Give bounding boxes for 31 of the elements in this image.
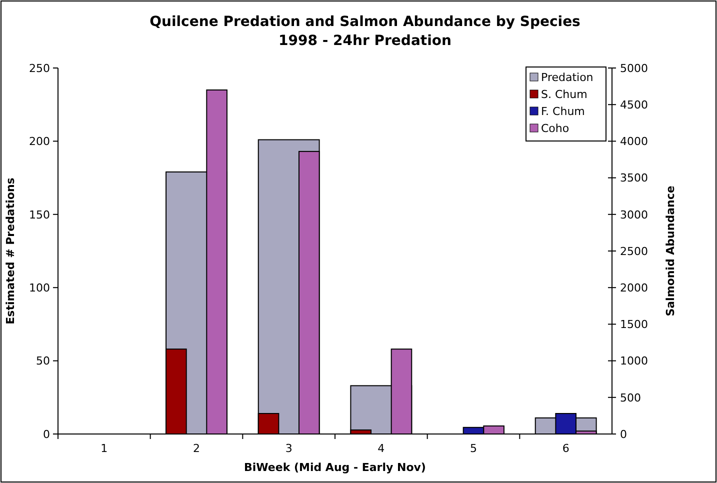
x-tick-label: 4 xyxy=(378,442,385,455)
y-tick-label: 250 xyxy=(29,62,50,75)
y-tick-label: 150 xyxy=(29,208,50,222)
x-tick-label: 6 xyxy=(562,442,570,455)
y2-axis-title: Salmonid Abundance xyxy=(664,186,677,316)
legend-label: Predation xyxy=(541,70,594,84)
y2-tick-label: 500 xyxy=(620,391,641,404)
chart-title: Quilcene Predation and Salmon Abundance by Species 1998 - 24hr Predation xyxy=(150,14,580,49)
legend-label: Coho xyxy=(541,122,570,135)
y2-tick-label: 5000 xyxy=(620,62,648,75)
x-tick-label: 2 xyxy=(193,442,200,455)
y2-tick-label: 1500 xyxy=(620,318,648,332)
y-tick-label: 50 xyxy=(36,354,50,368)
x-tick-label: 3 xyxy=(285,442,292,455)
x-tick-label: 5 xyxy=(470,442,477,455)
y2-tick-label: 0 xyxy=(620,428,627,441)
y2-tick-label: 3500 xyxy=(620,172,648,185)
legend-label: S. Chum xyxy=(541,88,588,101)
y-tick-label: 0 xyxy=(43,428,50,441)
y2-tick-label: 4000 xyxy=(620,135,648,148)
y-tick-label: 200 xyxy=(29,135,50,148)
y2-tick-label: 3000 xyxy=(620,208,648,222)
y2-tick-label: 4500 xyxy=(620,98,648,112)
y-tick-label: 100 xyxy=(29,281,50,294)
legend-label: F. Chum xyxy=(541,104,585,118)
y-axis-title: Estimated # Predations xyxy=(4,177,17,324)
y2-tick-label: 2500 xyxy=(620,244,648,258)
x-tick-label: 1 xyxy=(100,442,108,455)
x-axis-title: BiWeek (Mid Aug - Early Nov) xyxy=(244,461,426,474)
y2-tick-label: 1000 xyxy=(620,354,648,368)
y2-tick-label: 2000 xyxy=(620,281,648,294)
